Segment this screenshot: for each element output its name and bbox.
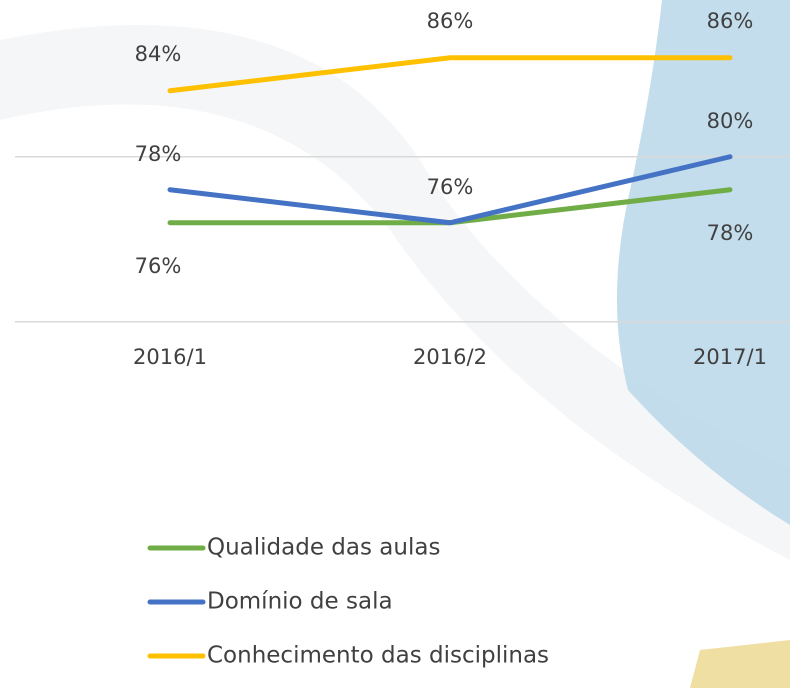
x-tick-label: 2016/2 (413, 345, 487, 369)
background-corner (690, 640, 790, 688)
legend-label: Qualidade das aulas (207, 535, 440, 561)
value-label: 76% (135, 254, 182, 278)
value-label: 78% (707, 221, 754, 245)
value-label: 84% (135, 42, 182, 66)
value-label: 76% (427, 175, 474, 199)
legend: Qualidade das aulas Domínio de sala Conhec… (150, 535, 549, 669)
value-label: 78% (135, 142, 182, 166)
value-label: 86% (707, 9, 754, 33)
x-tick-label: 2017/1 (693, 345, 767, 369)
value-label: 86% (427, 9, 474, 33)
x-tick-label: 2016/1 (133, 345, 207, 369)
legend-label: Conhecimento das disciplinas (207, 643, 549, 669)
legend-label: Domínio de sala (207, 589, 393, 615)
value-label: 80% (707, 109, 754, 133)
chart: 2016/1 2016/2 2017/1 76% 78% 78% 76% 80% 84% 86% 8… (0, 0, 790, 688)
